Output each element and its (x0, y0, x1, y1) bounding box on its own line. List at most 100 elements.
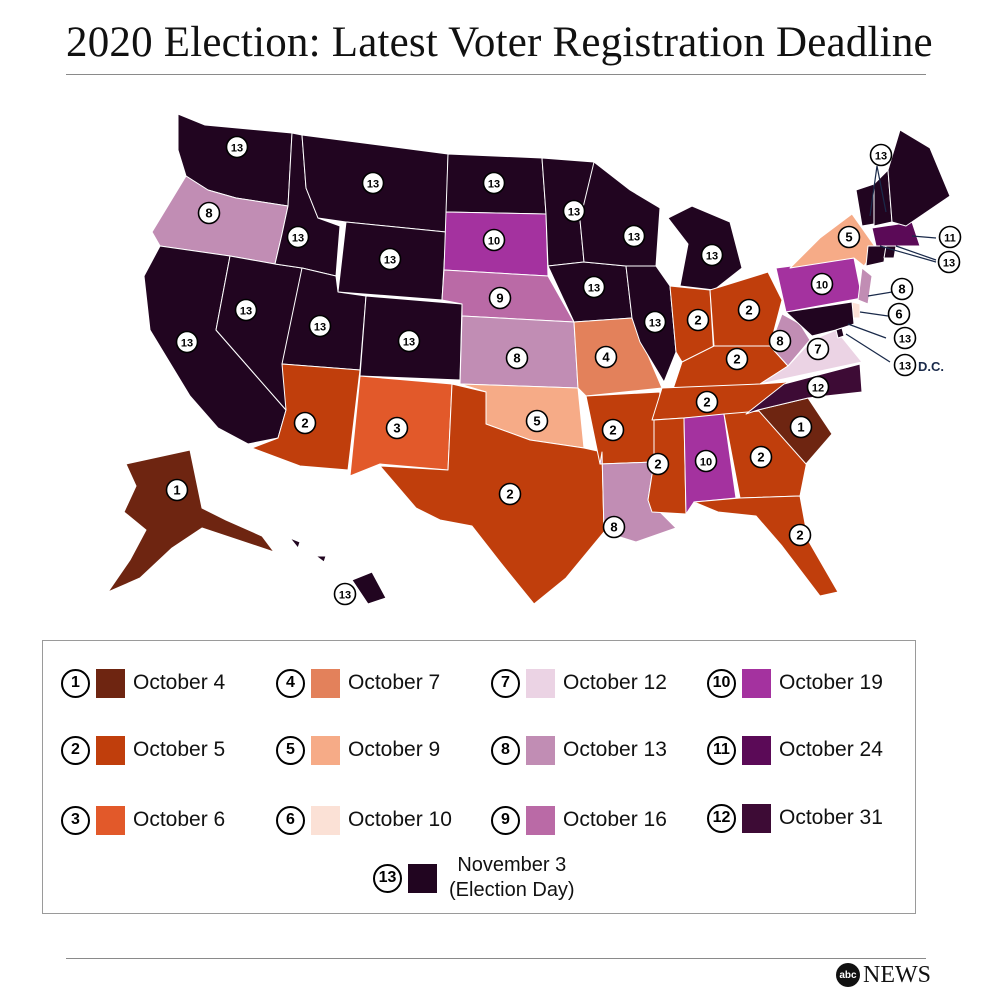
state-label-tx: 2 (498, 482, 522, 506)
state-label-ct: 13 (937, 250, 961, 274)
state-label-wi: 13 (622, 224, 646, 248)
svg-text:13: 13 (899, 334, 911, 346)
footer-divider (66, 958, 926, 959)
state-me (887, 129, 951, 227)
svg-text:8: 8 (610, 520, 617, 535)
ma-callout-line (911, 235, 937, 239)
legend-swatch (96, 805, 125, 835)
legend-label: October 9 (348, 738, 441, 761)
state-wi (579, 161, 661, 267)
legend-swatch (96, 668, 125, 698)
state-label-mt: 13 (361, 171, 385, 195)
legend-number: 8 (491, 735, 520, 765)
dc-callout-line (845, 333, 891, 363)
legend-number: 6 (276, 805, 305, 835)
legend-label: October 19 (779, 671, 883, 694)
state-label-ny: 5 (837, 225, 861, 249)
state-label-il: 13 (643, 310, 667, 334)
legend-item-5: 5 October 9 (276, 730, 440, 770)
state-label-nh: 13 (869, 143, 893, 167)
state-label-co: 13 (397, 329, 421, 353)
state-label-hi: 13 (333, 582, 357, 606)
state-nc (745, 363, 863, 415)
state-label-wv: 8 (768, 329, 792, 353)
svg-text:2: 2 (301, 416, 308, 431)
state-label-or: 8 (197, 201, 221, 225)
state-label-nv: 13 (234, 298, 258, 322)
legend-number: 9 (491, 805, 520, 835)
legend-item-11: 11 October 24 (707, 730, 883, 770)
state-label-ri: 13 (943, 258, 955, 270)
svg-text:10: 10 (700, 457, 712, 469)
svg-text:1: 1 (797, 420, 804, 435)
legend-swatch (408, 863, 437, 893)
state-label-la: 8 (602, 515, 626, 539)
legend-label: October 16 (563, 808, 667, 831)
state-label-in: 2 (686, 308, 710, 332)
svg-text:13: 13 (240, 306, 252, 318)
svg-text:2: 2 (703, 395, 710, 410)
legend-swatch (526, 735, 555, 765)
svg-text:8: 8 (898, 282, 905, 297)
legend-swatch (742, 735, 771, 765)
legend-number: 10 (707, 668, 736, 698)
svg-text:8: 8 (776, 334, 783, 349)
legend-item-3: 3 October 6 (61, 800, 225, 840)
svg-text:13: 13 (875, 151, 887, 163)
svg-text:11: 11 (944, 233, 956, 245)
legend-swatch (311, 668, 340, 698)
state-label-sc: 1 (789, 415, 813, 439)
legend-number: 1 (61, 668, 90, 698)
state-label-nc: 12 (806, 375, 830, 399)
svg-text:10: 10 (816, 280, 828, 292)
svg-text:2: 2 (694, 313, 701, 328)
state-label-va: 7 (806, 337, 830, 361)
state-label-nd: 13 (482, 171, 506, 195)
svg-text:13: 13 (367, 179, 379, 191)
state-label-mo: 4 (594, 345, 618, 369)
legend-label: October 7 (348, 671, 441, 694)
news-logo-text: NEWS (863, 961, 931, 988)
title-divider (66, 74, 926, 75)
state-label-oh: 2 (737, 298, 761, 322)
legend-label: October 5 (133, 738, 226, 761)
state-label-nj: 8 (890, 277, 914, 301)
legend-swatch (311, 805, 340, 835)
svg-text:2: 2 (506, 487, 513, 502)
state-label-wy: 13 (378, 247, 402, 271)
state-label-al: 10 (694, 449, 718, 473)
legend-item-12: 12 October 31 (707, 798, 883, 838)
legend-swatch (96, 735, 125, 765)
legend-number: 12 (707, 803, 736, 833)
legend-swatch (526, 805, 555, 835)
svg-text:13: 13 (292, 233, 304, 245)
state-label-md: 13 (893, 326, 917, 350)
state-label-dc: 13 (893, 353, 917, 377)
legend-label: October 13 (563, 738, 667, 761)
svg-text:13: 13 (181, 338, 193, 350)
legend-swatch (311, 735, 340, 765)
state-label-ok: 5 (525, 409, 549, 433)
legend-number: 4 (276, 668, 305, 698)
svg-text:6: 6 (895, 307, 902, 322)
legend-swatch (742, 803, 771, 833)
state-label-ks: 8 (505, 346, 529, 370)
svg-text:7: 7 (814, 342, 821, 357)
legend-label: November 3 (Election Day) (449, 853, 575, 903)
legend-item-4: 4 October 7 (276, 663, 440, 703)
svg-text:13: 13 (403, 337, 415, 349)
abc-news-logo: abc NEWS (836, 960, 931, 990)
state-label-ne: 9 (488, 286, 512, 310)
svg-text:13: 13 (706, 251, 718, 263)
legend-number: 7 (491, 668, 520, 698)
legend-item-2: 2 October 5 (61, 730, 225, 770)
state-label-ak: 1 (165, 478, 189, 502)
legend-label: October 10 (348, 808, 452, 831)
legend-label: October 31 (779, 806, 883, 829)
legend-item-9: 9 October 16 (491, 800, 667, 840)
legend-number: 3 (61, 805, 90, 835)
nh-callout-line (876, 165, 887, 213)
state-dc (835, 327, 845, 339)
legend-number: 5 (276, 735, 305, 765)
svg-text:13: 13 (384, 255, 396, 267)
